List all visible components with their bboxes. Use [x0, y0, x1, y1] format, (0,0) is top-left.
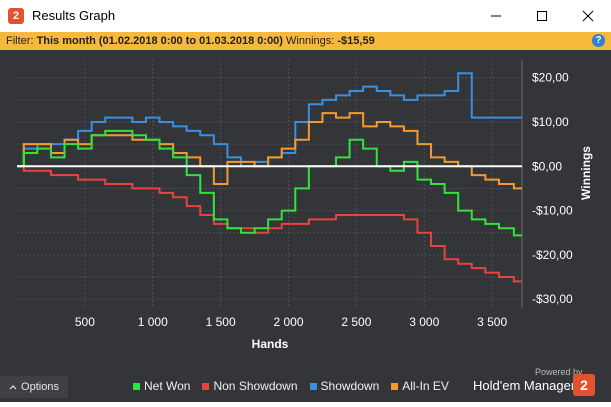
app-logo-icon: 2: [8, 8, 24, 24]
maximize-icon: [537, 11, 547, 21]
footer: Options Net Won Non Showdown Showdown Al…: [0, 367, 611, 402]
winnings-label: Winnings:: [286, 35, 335, 47]
y-tick-label: $20,00: [532, 71, 569, 85]
x-tick-label: 2 500: [341, 315, 371, 329]
legend-label: Net Won: [144, 379, 191, 393]
results-chart: 500 1 000 1 500 2 000 2 500 3 000 3 500 $20,00…: [17, 60, 593, 351]
legend-item-net-won[interactable]: Net Won: [133, 379, 190, 393]
chart-area: 500 1 000 1 500 2 000 2 500 3 000 3 500 $20,00…: [0, 50, 611, 402]
filter-period: This month (01.02.2018 0:00 to 01.03.201…: [36, 35, 283, 47]
x-tick-label: 2 000: [273, 315, 303, 329]
x-tick-label: 500: [75, 315, 95, 329]
plot-background: [17, 60, 522, 308]
chevron-up-icon: [9, 381, 17, 393]
maximize-button[interactable]: [519, 0, 565, 32]
series-line-showdown: [17, 72, 522, 168]
help-icon[interactable]: ?: [592, 34, 605, 47]
x-axis-label: Hands: [252, 337, 289, 351]
x-axis-ticks: 500 1 000 1 500 2 000 2 500 3 000 3 500: [75, 315, 508, 329]
legend-swatch: [391, 382, 399, 390]
legend-swatch: [133, 382, 140, 390]
legend-label: Non Showdown: [213, 379, 298, 393]
filter-bar: Filter: This month (01.02.2018 0:00 to 0…: [0, 32, 611, 50]
x-tick-label: 3 000: [409, 315, 439, 329]
series-line-net-won: [17, 129, 522, 237]
legend-swatch: [309, 382, 317, 390]
brand-name: Hold'em Manager: [473, 378, 576, 393]
legend-item-all-in-ev[interactable]: All-In EV: [391, 379, 449, 393]
close-icon: [582, 10, 594, 22]
series-line-non-showdown: [17, 165, 522, 283]
series-layer: [17, 72, 522, 283]
y-tick-label: $0,00: [532, 159, 562, 173]
y-tick-label: -$30,00: [532, 292, 573, 306]
x-tick-label: 1 000: [138, 315, 168, 329]
winnings-value: -$15,59: [337, 35, 375, 47]
options-button[interactable]: Options: [0, 376, 68, 398]
options-label: Options: [21, 381, 59, 393]
legend-label: Showdown: [320, 379, 380, 393]
window-title: Results Graph: [32, 8, 116, 23]
y-axis-label: Winnings: [579, 146, 593, 200]
y-tick-label: -$20,00: [532, 248, 573, 262]
filter-label: Filter:: [6, 35, 34, 47]
legend-label: All-In EV: [402, 379, 449, 393]
minimize-button[interactable]: [473, 0, 519, 32]
legend-swatch: [202, 382, 210, 390]
y-tick-label: -$10,00: [532, 204, 573, 218]
brand-logo-icon: 2: [573, 374, 595, 396]
legend-item-non-showdown[interactable]: Non Showdown: [202, 379, 298, 393]
filter-summary[interactable]: Filter: This month (01.02.2018 0:00 to 0…: [6, 32, 375, 50]
chart-legend: Net Won Non Showdown Showdown All-In EV: [133, 379, 449, 393]
y-tick-label: $10,00: [532, 115, 569, 129]
y-axis-ticks: $20,00 $10,00 $0,00 -$10,00 -$20,00 -$30,00: [532, 71, 573, 306]
x-tick-label: 3 500: [477, 315, 507, 329]
title-bar: 2 Results Graph: [0, 0, 611, 33]
x-tick-label: 1 500: [206, 315, 236, 329]
minimize-icon: [491, 15, 501, 17]
legend-item-showdown[interactable]: Showdown: [309, 379, 380, 393]
close-button[interactable]: [565, 0, 611, 32]
chart-grid: [17, 60, 523, 308]
powered-by-text: Powered by: [535, 367, 583, 377]
